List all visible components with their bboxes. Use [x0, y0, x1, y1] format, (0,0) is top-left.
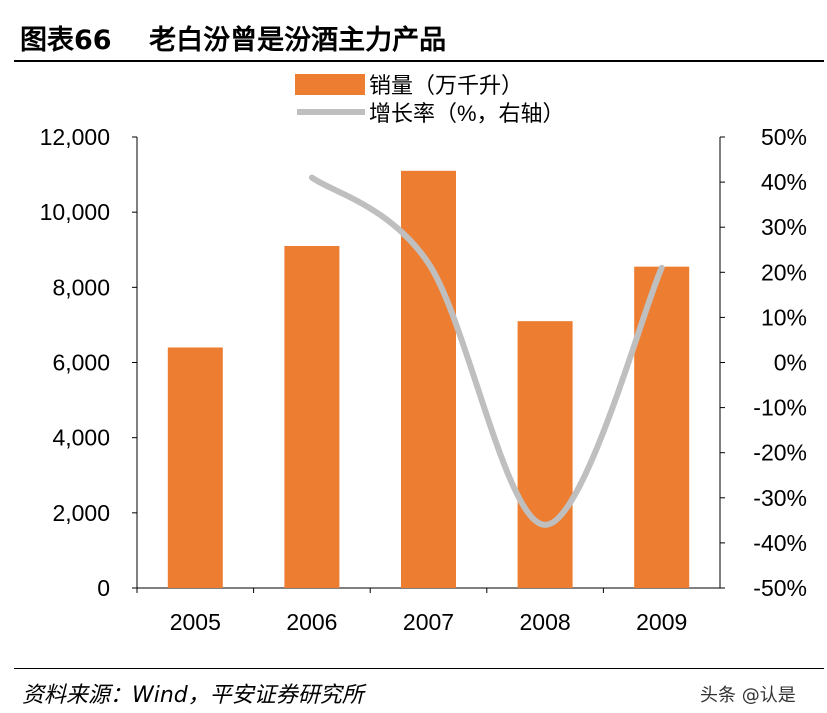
watermark: 头条 @认是 [700, 685, 796, 706]
y-left-tick-label: 10,000 [40, 199, 110, 225]
legend-label-bar: 销量（万千升） [369, 73, 523, 98]
x-tick-label: 2009 [636, 609, 687, 635]
y-right-tick-label: 40% [761, 169, 807, 195]
y-right-tick-label: 30% [761, 214, 807, 240]
growth-rate-line [308, 174, 665, 528]
x-tick-label: 2008 [520, 609, 571, 635]
y-right-tick-label: -50% [753, 575, 807, 601]
legend-swatch-bar [295, 74, 365, 95]
y-right-tick-label: 10% [761, 304, 807, 330]
y-left-tick-label: 0 [97, 575, 110, 601]
bar-2008 [517, 321, 573, 588]
y-right-tick-label: -40% [753, 530, 807, 556]
legend-label-line: 增长率（%，右轴） [369, 101, 565, 126]
x-tick-label: 2005 [170, 609, 221, 635]
y-left-tick-label: 12,000 [40, 124, 110, 150]
footer-divider [14, 668, 824, 669]
y-left-tick-label: 2,000 [52, 500, 110, 526]
bar-2006 [284, 245, 340, 588]
chart: 销量（万千升） 增长率（%，右轴） 0 2,000 4,000 6,000 8,000 1… [40, 73, 807, 635]
title-divider [14, 60, 824, 62]
y-right-tick-label: 50% [761, 124, 807, 150]
bar-2005 [167, 347, 223, 588]
y-left-tick-label: 4,000 [52, 425, 110, 451]
bar-2007 [401, 170, 456, 588]
y-right-tick-label: -20% [753, 440, 807, 466]
page-title: 图表66 老白汾曾是汾酒主力产品 [20, 25, 447, 56]
y-right-tick-label: -30% [753, 485, 807, 511]
source-note: 资料来源：Wind，平安证券研究所 [22, 683, 364, 708]
x-tick-label: 2007 [403, 609, 454, 635]
x-tick-label: 2006 [286, 609, 337, 635]
y-right-tick-label: 0% [774, 350, 807, 376]
y-left-tick-label: 8,000 [52, 274, 110, 300]
legend: 销量（万千升） 增长率（%，右轴） [295, 73, 565, 126]
y-right-tick-label: -10% [753, 395, 807, 421]
y-left-tick-label: 6,000 [52, 350, 110, 376]
y-right-tick-label: 20% [761, 259, 807, 285]
